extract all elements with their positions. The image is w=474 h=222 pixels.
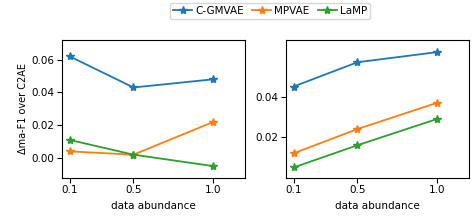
C-GMVAE [67,55,73,58]
MPVAE [131,153,137,156]
LaMP [291,166,296,169]
MPVAE [435,101,440,104]
Line: MPVAE: MPVAE [65,118,218,159]
LaMP [131,153,137,156]
C-GMVAE [435,51,440,54]
MPVAE [355,128,360,130]
Line: LaMP: LaMP [290,115,441,172]
LaMP [355,144,360,147]
Line: C-GMVAE: C-GMVAE [290,48,441,91]
LaMP [67,139,73,141]
LaMP [435,118,440,120]
C-GMVAE [291,85,296,88]
LaMP [210,165,216,167]
C-GMVAE [131,86,137,89]
X-axis label: data abundance: data abundance [335,201,420,211]
Line: LaMP: LaMP [65,136,218,170]
Legend: C-GMVAE, MPVAE, LaMP: C-GMVAE, MPVAE, LaMP [170,3,370,19]
C-GMVAE [355,61,360,63]
Y-axis label: Δma-F1 over C2AE: Δma-F1 over C2AE [18,63,28,154]
MPVAE [291,152,296,155]
X-axis label: data abundance: data abundance [111,201,196,211]
MPVAE [67,150,73,153]
Line: MPVAE: MPVAE [290,99,441,157]
MPVAE [210,121,216,123]
Line: C-GMVAE: C-GMVAE [65,52,218,92]
C-GMVAE [210,78,216,81]
